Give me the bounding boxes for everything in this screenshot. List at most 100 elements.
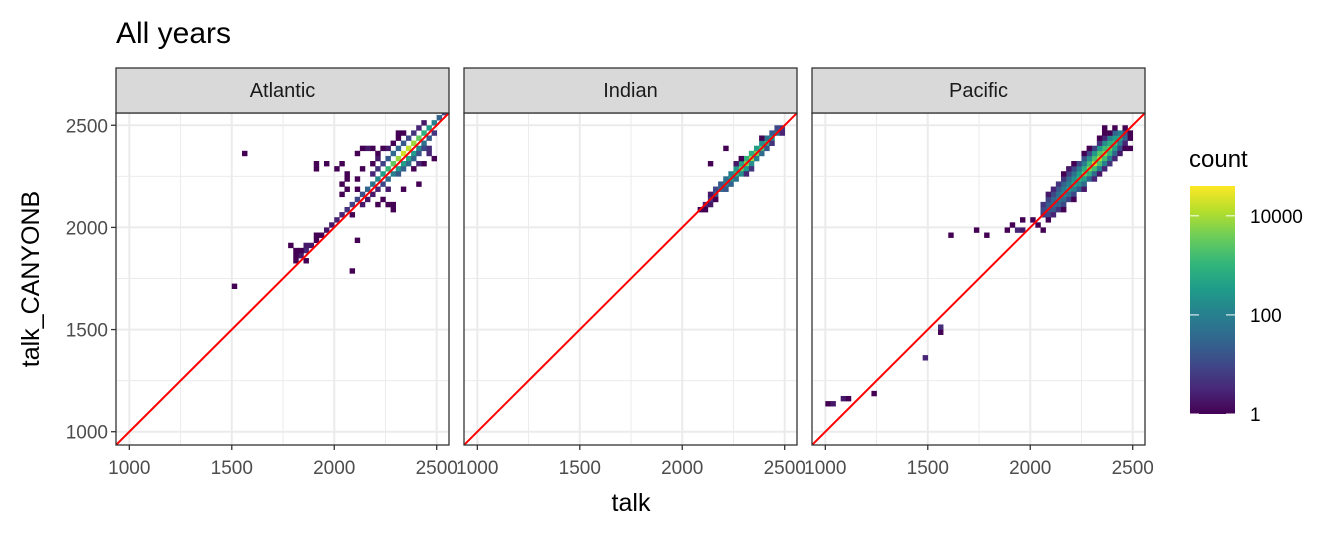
- bin-cell: [359, 145, 366, 152]
- bin-cell: [400, 140, 407, 146]
- count-legend: count 1 100 10000: [1189, 146, 1303, 426]
- legend-tick-label: 100: [1250, 306, 1282, 327]
- bin-cell: [1071, 176, 1077, 182]
- bin-cell: [323, 161, 330, 167]
- bin-cell: [738, 155, 745, 162]
- bin-cell: [1127, 145, 1134, 152]
- bin-cell: [405, 155, 412, 162]
- bin-cell: [1081, 155, 1087, 162]
- bin-cell: [1112, 145, 1118, 152]
- bin-cell: [1050, 191, 1057, 198]
- bin-cell: [375, 176, 381, 182]
- bin-cell: [984, 232, 990, 238]
- x-tick-label: 1500: [907, 458, 949, 479]
- bin-cell: [1060, 181, 1067, 187]
- bin-cell: [385, 166, 391, 172]
- bin-cell: [390, 140, 397, 146]
- facet-strip: [811, 67, 1146, 114]
- bin-cell: [1101, 155, 1108, 162]
- bin-cell: [718, 181, 724, 187]
- bin-cell: [1117, 140, 1123, 146]
- bin-cell: [1066, 191, 1072, 198]
- bin-cell: [1060, 201, 1067, 208]
- bin-cell: [313, 166, 320, 172]
- bin-cell: [1081, 166, 1087, 172]
- bin-cell: [370, 181, 376, 187]
- bin-cell: [728, 181, 734, 187]
- bin-cell: [380, 181, 386, 187]
- bin-cell: [1112, 125, 1118, 131]
- bin-cell: [405, 145, 412, 152]
- bin-cell: [1112, 130, 1118, 136]
- bin-cell: [390, 150, 397, 157]
- bin-cell: [1086, 150, 1093, 157]
- bin-cell: [395, 166, 402, 172]
- bin-cell: [1112, 150, 1118, 157]
- bin-cell: [385, 176, 391, 182]
- bin-cell: [411, 140, 417, 146]
- bin-cell: [293, 252, 299, 259]
- bin-cell: [411, 150, 417, 157]
- bin-cell: [1091, 155, 1098, 162]
- bin-cell: [431, 155, 438, 162]
- bin-cell: [441, 113, 448, 116]
- bin-cell: [1050, 186, 1057, 192]
- facet-panel-pacific: Pacific 1000 1500 2000 2500: [804, 67, 1154, 479]
- bin-cell: [375, 166, 381, 172]
- bin-cell: [344, 206, 350, 213]
- bin-cell: [385, 155, 391, 162]
- bin-cell: [1096, 150, 1103, 157]
- bin-cell: [354, 186, 361, 192]
- bin-cell: [1112, 155, 1118, 162]
- bin-cell: [380, 171, 386, 177]
- bin-cell: [1045, 196, 1052, 203]
- bin-cell: [400, 161, 407, 167]
- bin-cell: [1096, 161, 1103, 167]
- bin-cell: [723, 176, 729, 182]
- bin-cell: [779, 130, 786, 136]
- bin-cell: [723, 145, 729, 152]
- bin-cell: [1101, 140, 1108, 146]
- bin-cell: [339, 161, 345, 167]
- bin-cell: [743, 166, 750, 172]
- bin-cell: [1107, 161, 1113, 167]
- bin-cell: [390, 161, 397, 167]
- bin-cell: [1055, 191, 1062, 198]
- bin-cell: [370, 161, 376, 167]
- bin-cell: [344, 176, 350, 182]
- legend-tick-label: 1: [1250, 405, 1261, 426]
- bin-cell: [385, 186, 391, 192]
- bin-cell: [411, 130, 417, 136]
- bin-cell: [370, 171, 376, 177]
- bin-cell: [1101, 130, 1108, 136]
- bin-cell: [1086, 171, 1093, 177]
- x-tick-label: 2500: [764, 458, 806, 479]
- bin-cell: [1096, 166, 1103, 172]
- bin-cell: [313, 237, 320, 244]
- bin-cell: [1045, 212, 1052, 218]
- bin-cell: [1071, 166, 1077, 172]
- x-axis-title: talk: [612, 489, 651, 517]
- bin-cell: [1045, 217, 1052, 223]
- bin-cell: [769, 140, 775, 146]
- bin-cell: [349, 268, 356, 274]
- y-tick-label: 1000: [66, 423, 108, 444]
- bin-cell: [1019, 217, 1026, 223]
- bin-cell: [400, 130, 407, 136]
- bin-cell: [1091, 176, 1098, 182]
- bin-cell: [385, 201, 391, 208]
- bin-cell: [354, 176, 361, 182]
- bin-cell: [938, 329, 944, 335]
- bin-cell: [421, 161, 427, 167]
- bin-cell: [313, 161, 320, 167]
- bin-cell: [1009, 222, 1016, 228]
- bin-cell: [364, 196, 371, 203]
- legend-tick-label: 10000: [1250, 207, 1303, 228]
- identity-reference-line: [812, 113, 1145, 445]
- bin-cell: [354, 237, 361, 244]
- bin-cell: [1076, 186, 1082, 192]
- bin-cell: [707, 191, 714, 198]
- bin-cell: [1091, 150, 1098, 157]
- bin-cell: [1071, 186, 1077, 192]
